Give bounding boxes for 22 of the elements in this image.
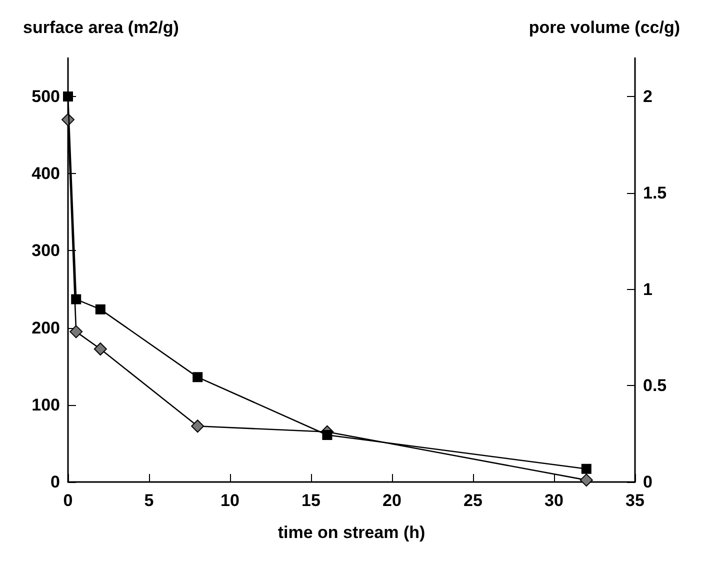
x-tick-label: 10	[220, 491, 240, 510]
x-tick-label: 25	[464, 491, 482, 510]
y-axis-title: surface area (m2/g)	[23, 18, 179, 37]
y2-tick-label: 2	[643, 87, 652, 106]
x-tick-label: 15	[302, 491, 320, 510]
y2-tick-label: 0	[643, 472, 652, 492]
y-tick-label: 400	[32, 164, 60, 184]
x-tick-label: 20	[382, 491, 402, 510]
y-tick-label: 0	[50, 472, 60, 492]
y-tick-label: 100	[32, 395, 60, 414]
x-tick-label: 30	[544, 491, 564, 510]
x-tick-label: 0	[63, 491, 73, 510]
y-tick-label: 500	[32, 87, 60, 106]
x-tick-label: 5	[144, 491, 154, 510]
y-tick-label: 300	[32, 241, 60, 260]
y2-tick-label: 1.5	[643, 183, 667, 202]
x-tick-label: 35	[626, 491, 644, 510]
y-tick-label: 200	[32, 318, 60, 338]
x-axis-title: time on stream (h)	[278, 523, 426, 542]
y2-tick-label: 1	[643, 280, 652, 299]
y2-axis-title: pore volume (cc/g)	[528, 18, 680, 37]
y2-tick-label: 0.5	[643, 376, 667, 396]
